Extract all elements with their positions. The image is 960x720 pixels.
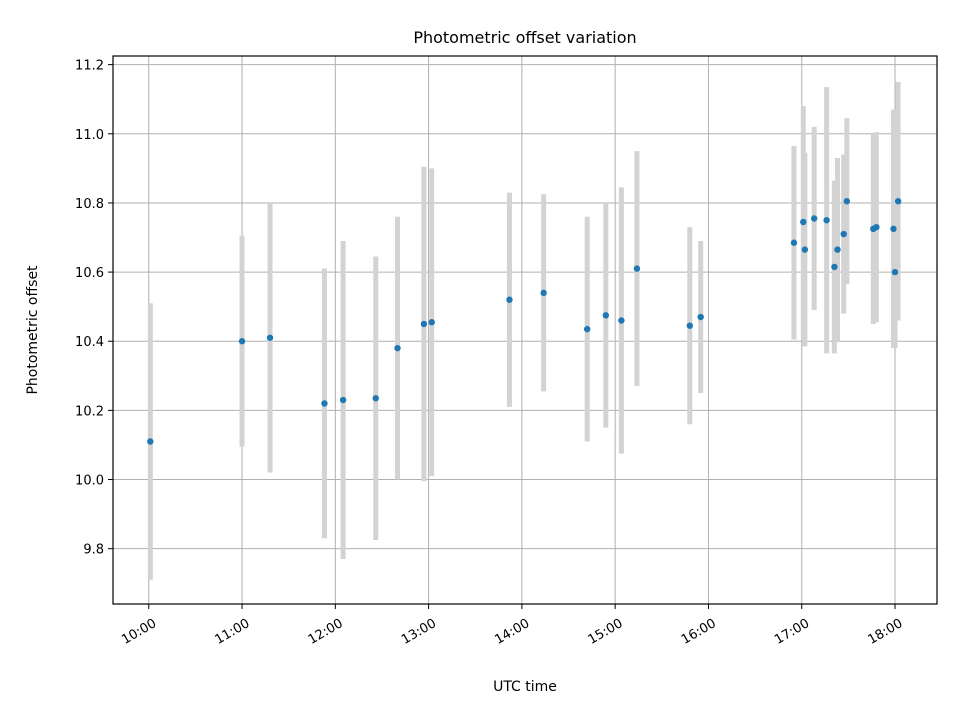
x-axis-ticks: 10:00 11:00 12:00 13:00 14:00 15:00 16:00 17:00… <box>119 604 905 648</box>
x-tick-label: 10:00 <box>119 616 159 648</box>
data-point <box>602 312 610 319</box>
data-point <box>428 319 435 326</box>
data-point <box>891 268 899 276</box>
y-axis-ticks: 9.8 10.0 10.2 10.4 10.6 10.8 11.0 11.2 <box>75 59 113 558</box>
data-point <box>894 198 902 205</box>
data-point <box>686 322 693 329</box>
data-point <box>840 230 847 238</box>
y-tick-label: 10.0 <box>75 474 104 489</box>
data-point <box>372 395 379 402</box>
data-point <box>801 246 809 253</box>
error-bars <box>147 81 901 580</box>
y-axis-label: Photometric offset <box>25 265 41 395</box>
data-point <box>834 246 841 253</box>
data-point <box>873 223 880 231</box>
data-point <box>843 198 851 205</box>
data-point <box>697 313 704 321</box>
data-point <box>147 438 154 445</box>
data-point <box>394 344 401 352</box>
y-tick-label: 10.4 <box>75 335 104 350</box>
data-point <box>618 317 625 324</box>
grid <box>113 56 937 604</box>
data-point <box>790 239 798 246</box>
data-point <box>890 225 897 233</box>
data-points <box>147 198 902 445</box>
x-tick-label: 16:00 <box>679 616 719 648</box>
y-tick-label: 9.8 <box>83 543 104 558</box>
y-tick-label: 10.8 <box>75 197 104 212</box>
plot-area-frame <box>112 55 938 605</box>
x-tick-label: 14:00 <box>492 616 532 648</box>
x-tick-label: 11:00 <box>212 616 252 648</box>
data-point <box>831 263 838 271</box>
x-tick-label: 17:00 <box>772 616 812 648</box>
chart-title: Photometric offset variation <box>413 28 636 47</box>
data-point <box>823 217 830 224</box>
y-tick-label: 11.2 <box>75 59 104 74</box>
x-tick-label: 12:00 <box>306 616 346 648</box>
x-tick-label: 13:00 <box>399 616 439 648</box>
x-tick-label: 18:00 <box>865 616 905 648</box>
data-point <box>633 265 641 272</box>
data-point <box>420 320 428 328</box>
y-tick-label: 10.2 <box>75 404 104 419</box>
data-point <box>810 215 818 222</box>
data-point <box>321 400 328 407</box>
data-point <box>540 289 547 297</box>
data-point <box>506 296 513 303</box>
x-tick-label: 15:00 <box>586 616 626 648</box>
y-tick-label: 10.6 <box>75 266 104 281</box>
x-axis-label: UTC time <box>493 679 557 695</box>
data-point <box>583 325 591 333</box>
data-point <box>339 396 347 404</box>
data-point <box>238 338 246 345</box>
data-point <box>266 334 274 341</box>
data-point <box>800 218 807 226</box>
y-tick-label: 11.0 <box>75 128 104 143</box>
